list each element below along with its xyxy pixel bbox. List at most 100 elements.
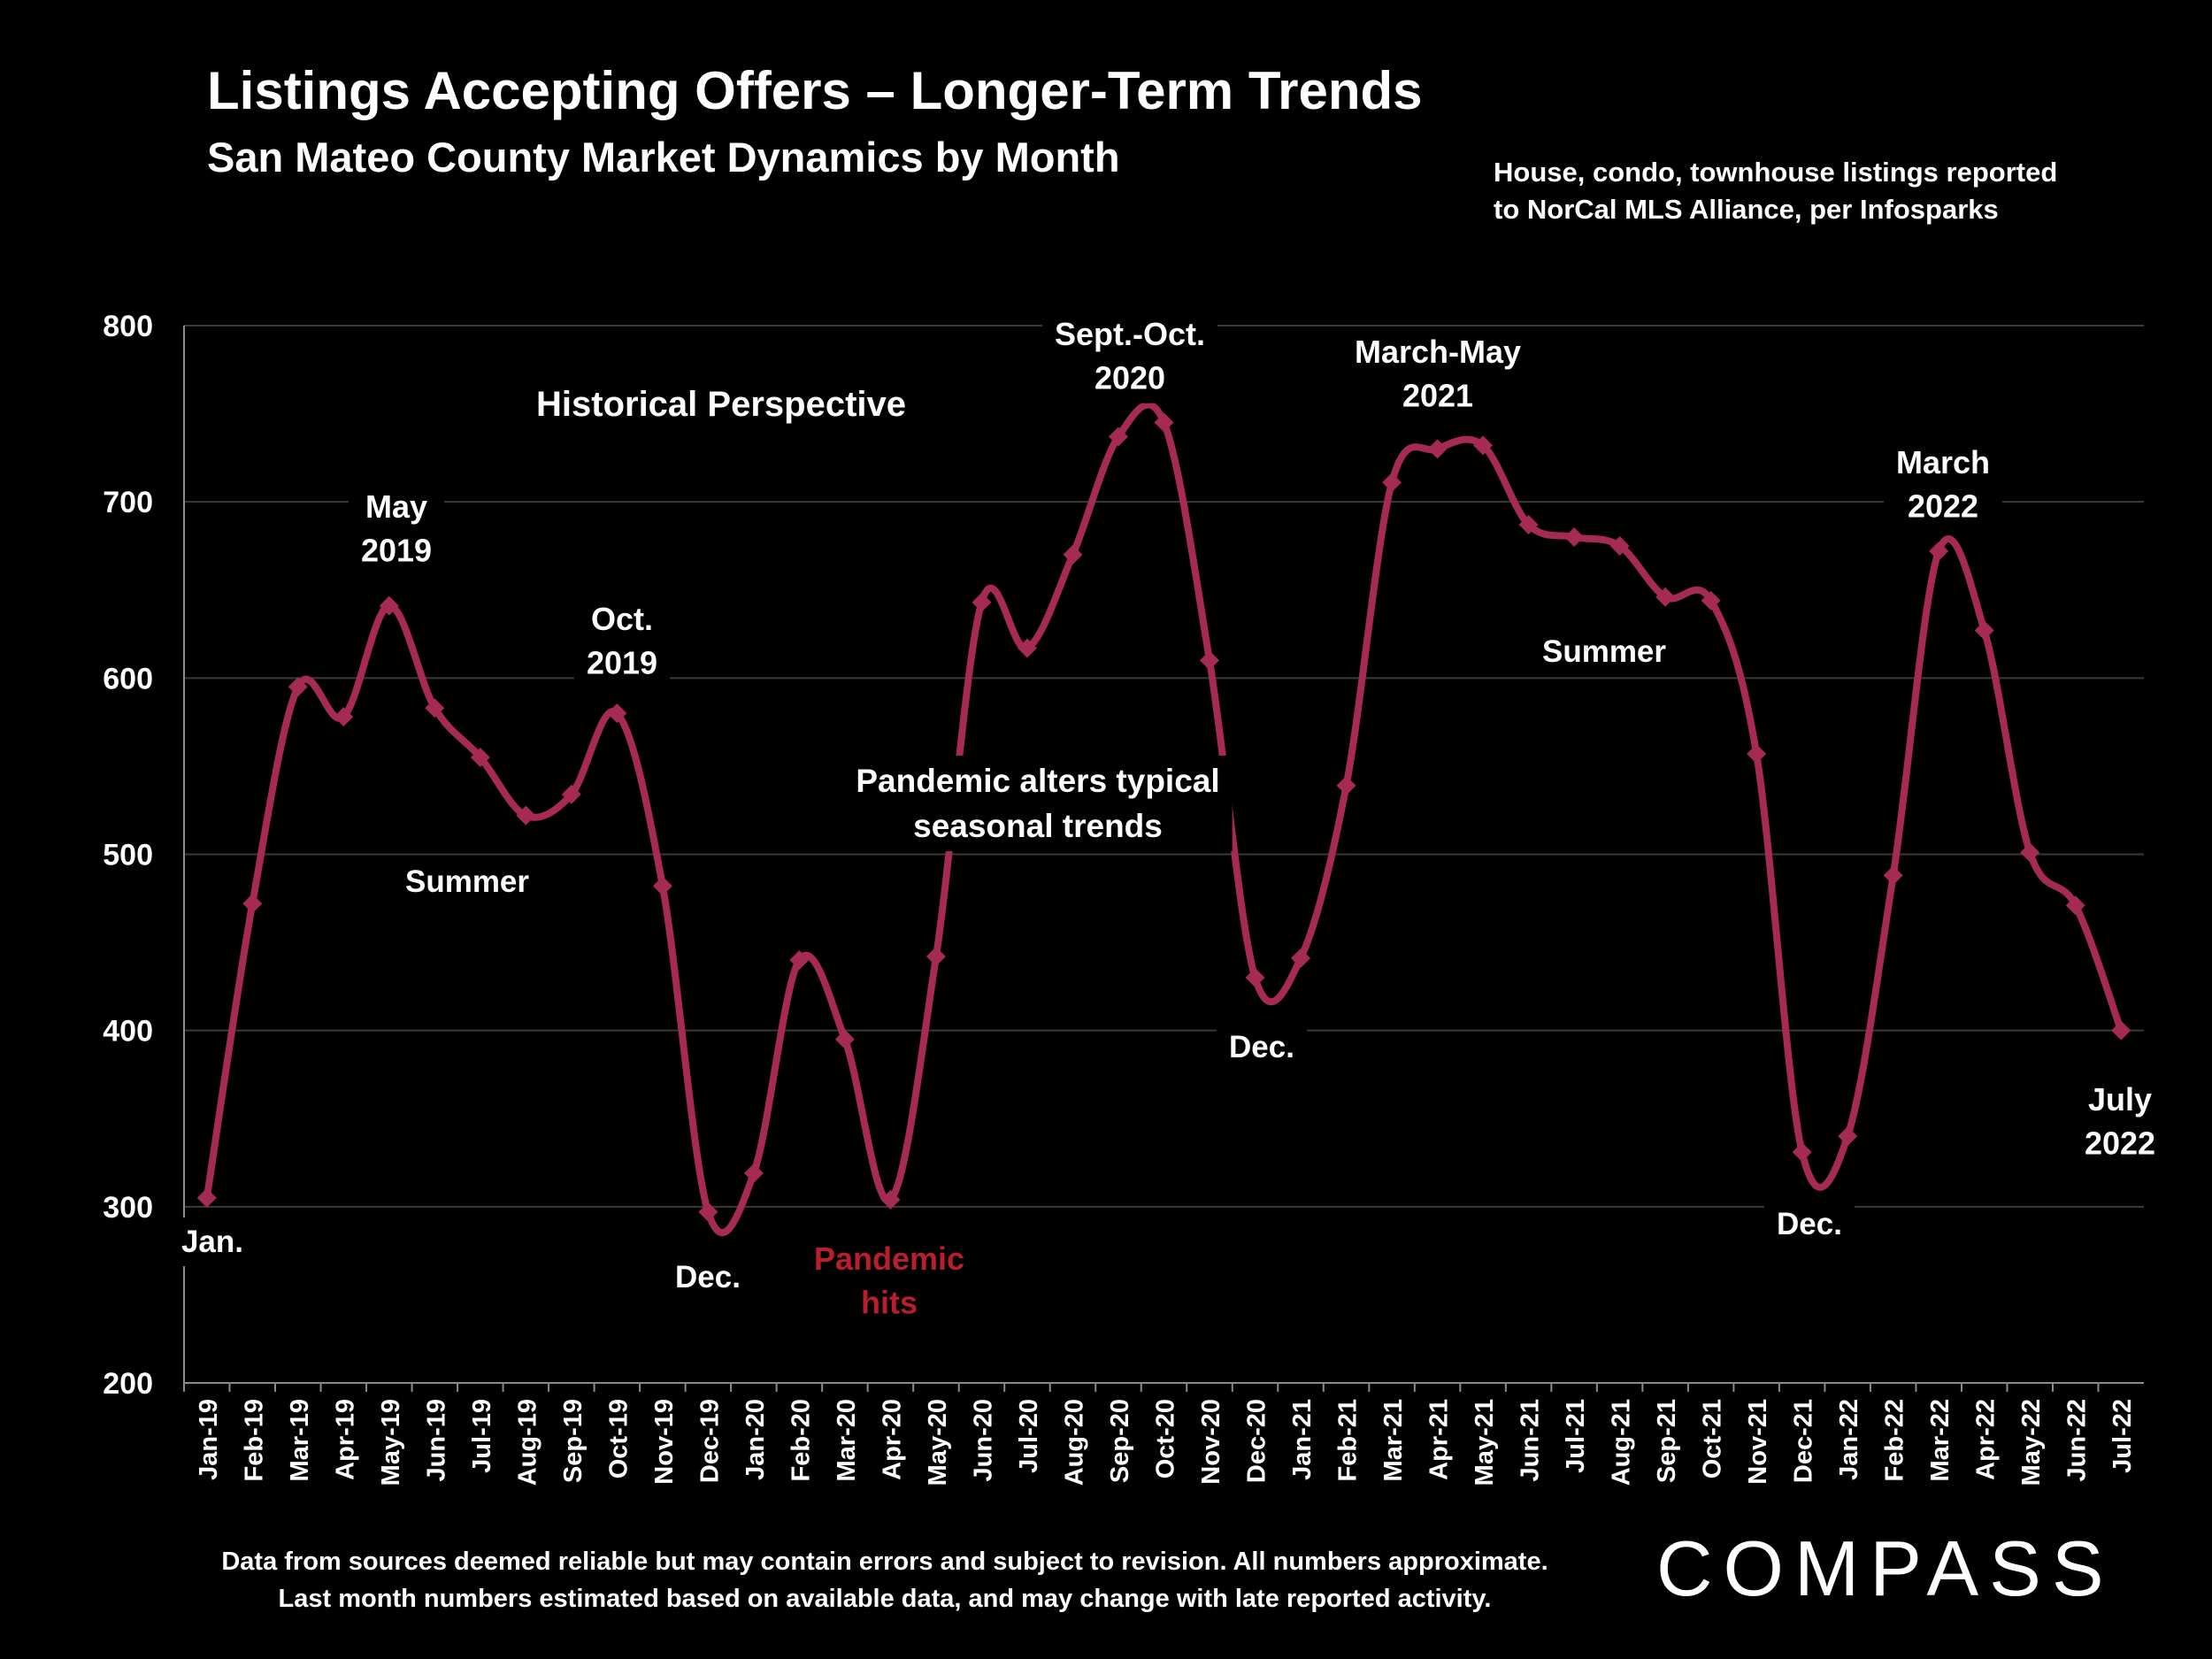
y-tick-label: 200 (103, 1367, 153, 1401)
source-note-line-1: House, condo, townhouse listings reporte… (1494, 157, 2058, 188)
data-point (880, 1189, 901, 1210)
annotation: Pandemic hits (801, 1233, 978, 1328)
x-tick-label: Mar-21 (1379, 1399, 1408, 1482)
data-point (334, 707, 354, 727)
annotation-backing (392, 857, 542, 906)
data-point (652, 876, 672, 896)
data-point (561, 784, 581, 804)
data-point (1427, 439, 1448, 459)
annotation: Dec. (1764, 1200, 1855, 1248)
x-tick-label: Jun-19 (422, 1399, 450, 1481)
data-point (1518, 515, 1539, 535)
x-tick-label: Feb-19 (240, 1399, 268, 1481)
footnote: Data from sources deemed reliable but ma… (0, 1543, 1770, 1617)
annotation: Historical Perspective (524, 378, 918, 431)
annotation-text: Pandemic alters typical seasonal trends (856, 763, 1219, 844)
x-tick-label: Oct-21 (1699, 1399, 1727, 1479)
x-tick-label: Dec-20 (1243, 1399, 1271, 1483)
x-tick-label: May-21 (1471, 1399, 1499, 1486)
annotation-backing (1883, 437, 2003, 532)
annotation-text: Jan. (181, 1225, 243, 1259)
data-point (1473, 435, 1494, 456)
annotation-backing (801, 1233, 978, 1328)
x-tick-label: Feb-20 (787, 1399, 815, 1481)
x-tick-label: Jun-20 (969, 1399, 997, 1481)
annotation-text: Historical Perspective (536, 385, 906, 424)
annotation-backing (663, 1253, 753, 1302)
y-tick-label: 800 (103, 310, 153, 343)
annotation-backing (573, 594, 671, 688)
annotation-text: Summer (1542, 634, 1666, 669)
chart-title: Listings Accepting Offers – Longer-Term … (207, 61, 1423, 120)
annotation: Summer (392, 857, 542, 906)
x-tick-label: Feb-22 (1881, 1399, 1909, 1481)
y-tick-label: 700 (103, 486, 153, 519)
x-tick-label: Nov-20 (1197, 1399, 1225, 1485)
annotation: Dec. (1217, 1023, 1307, 1071)
annotation-backing (1341, 326, 1534, 421)
x-tick-label: Aug-21 (1608, 1399, 1636, 1486)
annotation-text: March 2022 (1896, 444, 1990, 525)
data-point (379, 595, 399, 616)
data-point (1291, 949, 1311, 969)
x-tick-label: Apr-22 (1972, 1399, 2001, 1480)
data-point (425, 698, 445, 718)
x-tick-label: Nov-19 (650, 1399, 679, 1485)
data-point (972, 592, 992, 612)
data-point (1883, 865, 1903, 886)
annotation-text: Summer (405, 864, 529, 899)
data-point (1017, 638, 1037, 658)
x-tick-label: Apr-21 (1425, 1399, 1454, 1480)
chart-subtitle: San Mateo County Market Dynamics by Mont… (207, 134, 1120, 180)
x-tick-label: Jun-22 (2063, 1399, 2092, 1481)
annotation: Jan. (168, 1217, 257, 1266)
data-point (2065, 895, 2085, 916)
annotation-text: Dec. (1777, 1207, 1842, 1241)
footnote-line-1: Data from sources deemed reliable but ma… (221, 1548, 1548, 1576)
annotation: Sept.-Oct. 2020 (1041, 309, 1218, 403)
annotation: May 2019 (348, 481, 445, 576)
data-point (1200, 650, 1220, 671)
data-point (789, 950, 810, 970)
x-tick-label: Dec-19 (695, 1399, 724, 1483)
data-point (1245, 967, 1265, 987)
data-point (1154, 412, 1174, 433)
data-point (1108, 426, 1128, 447)
x-tick-label: Jan-20 (741, 1399, 770, 1480)
annotation-backing (2071, 1074, 2169, 1169)
y-tick-label: 400 (103, 1015, 153, 1048)
data-point (1382, 472, 1402, 493)
x-tick-label: Jan-21 (1288, 1399, 1317, 1480)
annotation-backing (1217, 1023, 1307, 1071)
footnote-line-2: Last month numbers estimated based on av… (278, 1585, 1492, 1613)
annotation: July 2022 (2071, 1074, 2169, 1169)
annotation-text: Pandemic hits (814, 1240, 964, 1321)
y-tick-label: 600 (103, 662, 153, 695)
annotation-backing (1529, 627, 1679, 676)
annotation-text: Dec. (1229, 1030, 1294, 1064)
y-tick-label: 300 (103, 1191, 153, 1225)
data-point (607, 703, 627, 724)
x-tick-label: Apr-19 (331, 1399, 359, 1480)
annotation-backing (348, 481, 445, 576)
data-point (1655, 587, 1676, 607)
x-tick-label: Jul-22 (2108, 1399, 2137, 1473)
annotation-backing (1041, 309, 1218, 403)
compass-logo: COMPASS (1656, 1525, 2115, 1612)
x-tick-label: Jan-22 (1835, 1399, 1863, 1480)
annotation-text: May 2019 (361, 488, 432, 569)
annotation: March 2022 (1883, 437, 2003, 532)
annotation: Summer (1529, 627, 1679, 676)
x-tick-label: May-20 (924, 1399, 952, 1486)
x-tick-label: Mar-22 (1926, 1399, 1955, 1482)
annotation-text: March-May 2021 (1355, 334, 1521, 414)
annotation-backing (524, 378, 918, 431)
x-tick-label: Sep-21 (1653, 1399, 1681, 1483)
data-point (516, 805, 536, 826)
x-tick-label: Oct-19 (604, 1399, 633, 1479)
y-tick-label: 500 (103, 839, 153, 872)
data-point (196, 1187, 217, 1208)
data-point (926, 947, 946, 967)
x-tick-label: May-19 (377, 1399, 405, 1486)
